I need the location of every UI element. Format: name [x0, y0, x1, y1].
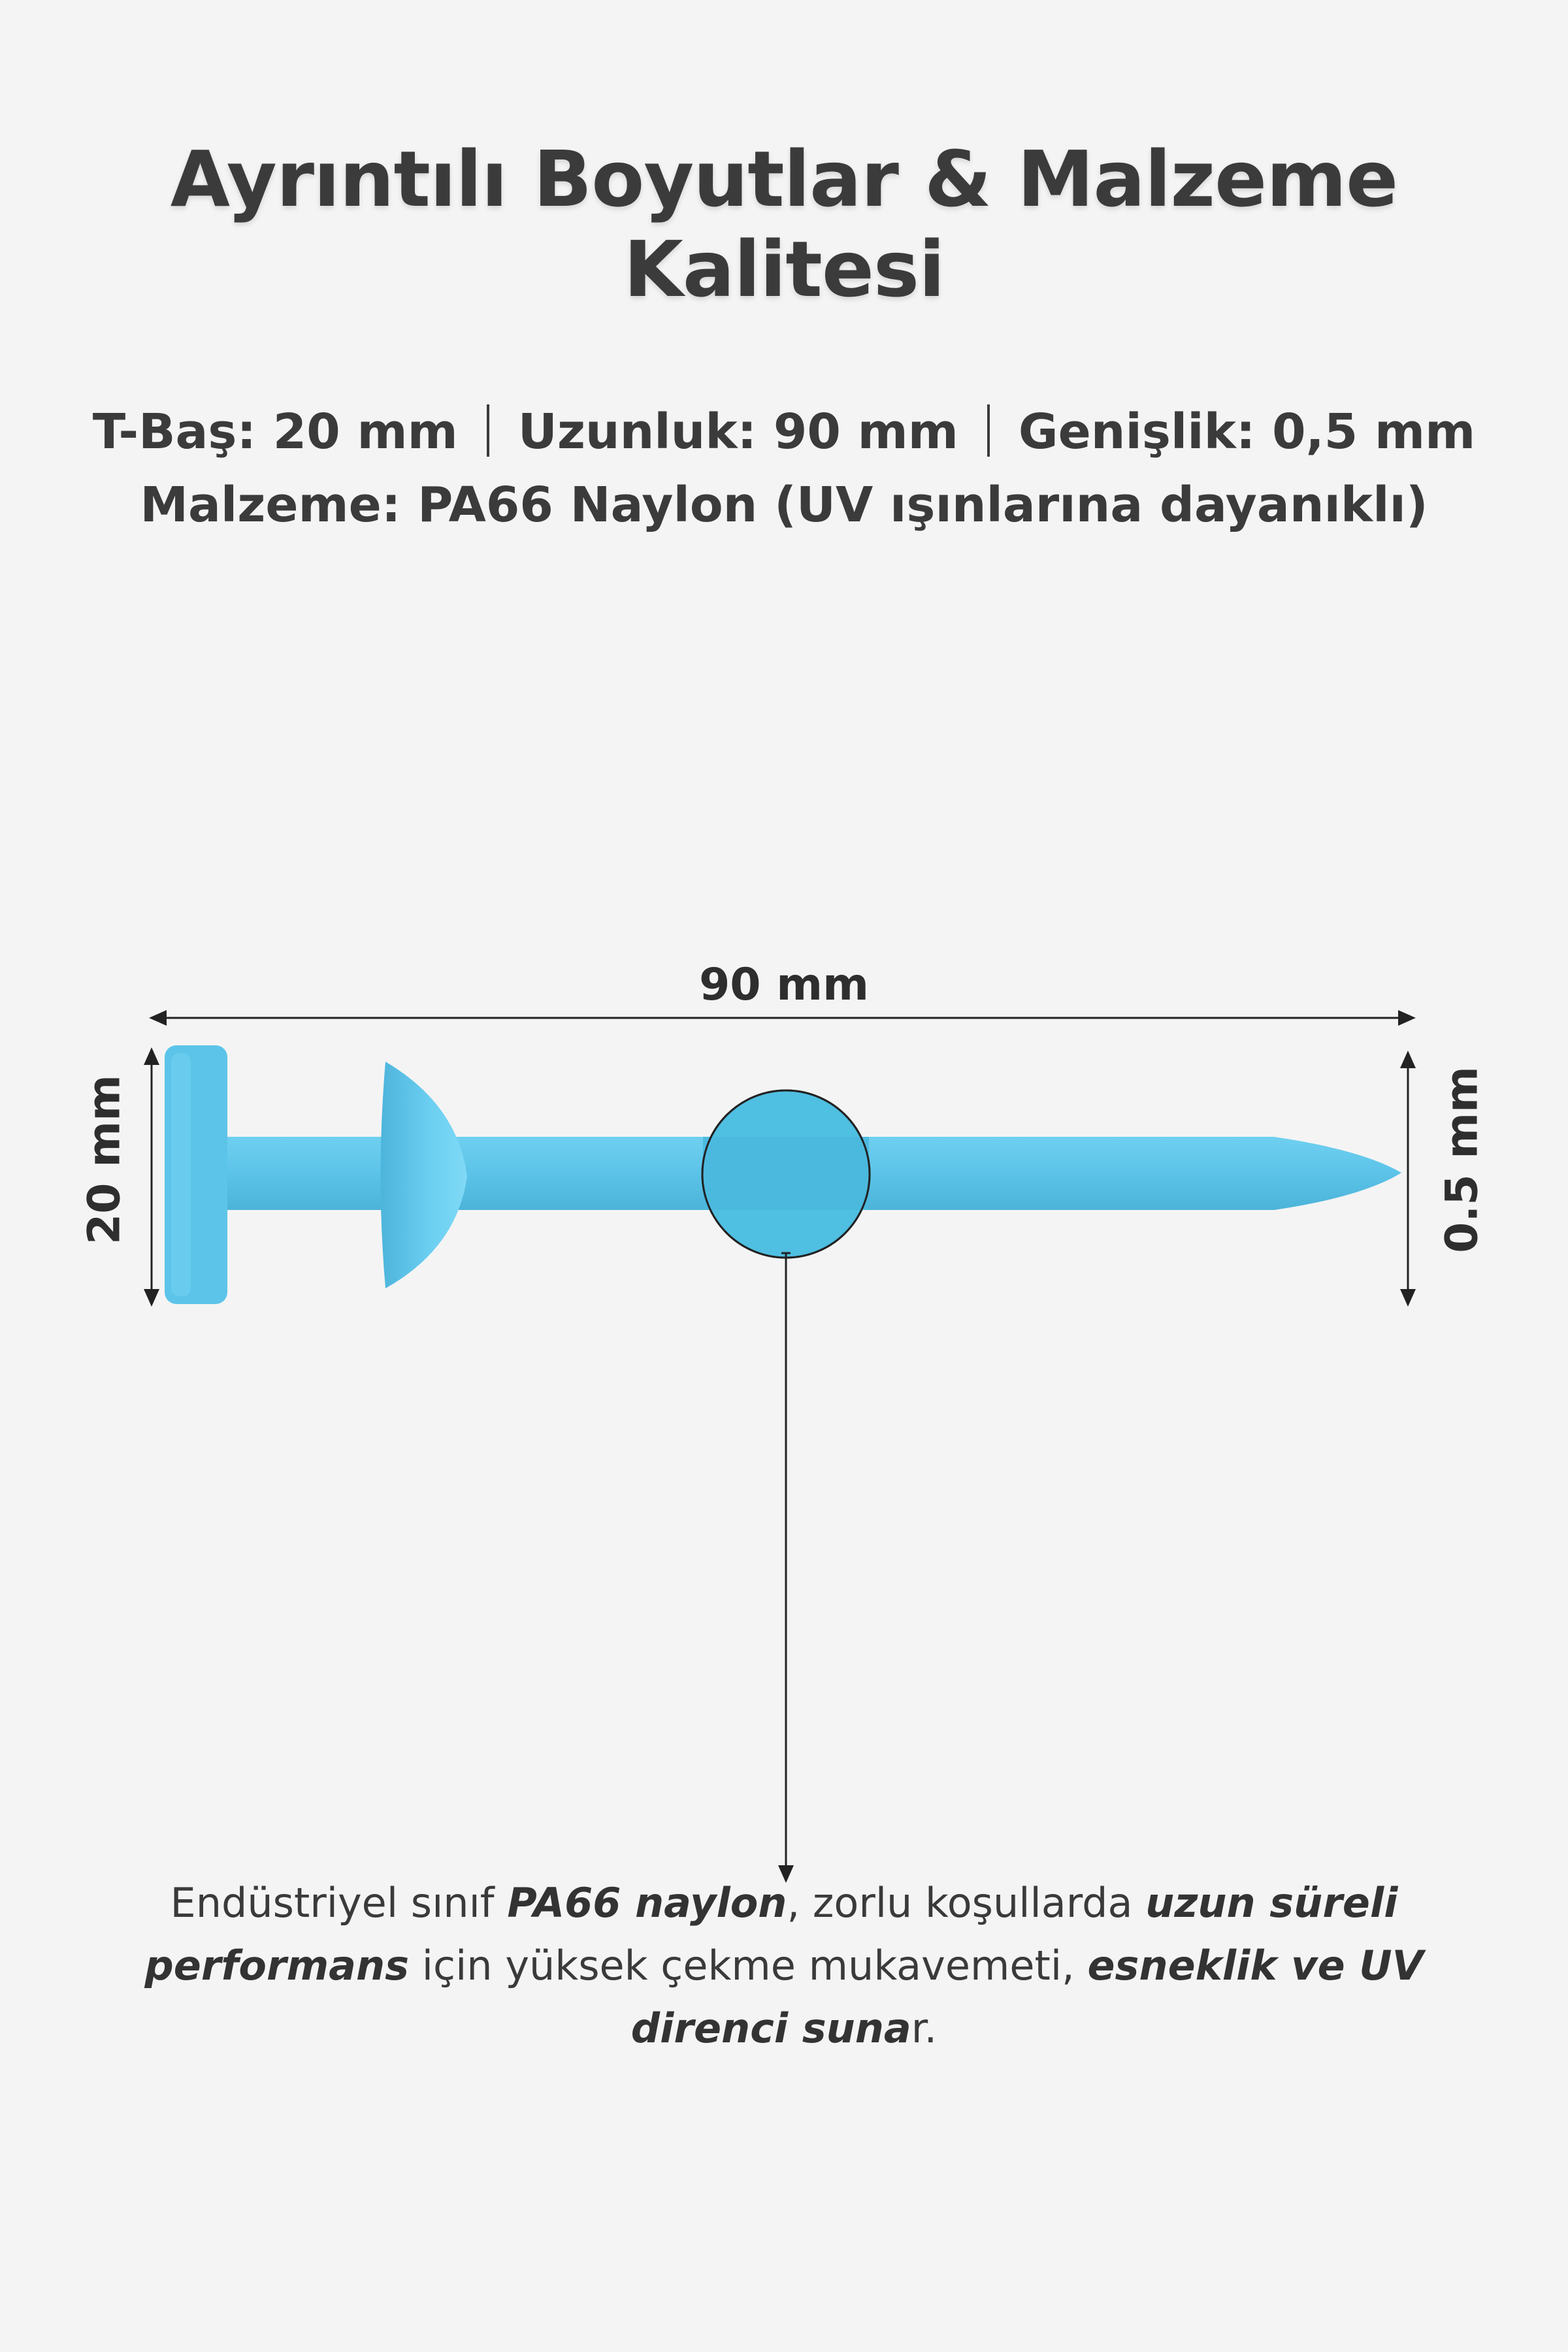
separator — [486, 404, 489, 457]
head-label: 20 mm — [78, 1074, 131, 1245]
spec-line-dimensions: T-Baş: 20 mm Uzunluk: 90 mm Genişlik: 0,5 … — [0, 395, 1568, 468]
length-label: 90 mm — [698, 959, 869, 1011]
desc-text-2: , zorlu koşullarda — [787, 1879, 1146, 1927]
desc-bold-2: uzun süreli performans — [144, 1879, 1398, 1989]
desc-bold-1: PA66 naylon — [507, 1879, 787, 1927]
spec-line-material: Malzeme: PA66 Naylon (UV ışınlarına daya… — [0, 468, 1568, 542]
desc-bold-3: esneklik ve UV direnci suna — [630, 1942, 1424, 2052]
separator — [987, 404, 990, 457]
width-label: 0.5 mm — [1436, 1066, 1488, 1253]
pin-illustration — [165, 1045, 1401, 1304]
material-description: Endüstriyel sınıf PA66 naylon, zorlu koş… — [144, 1872, 1424, 2060]
spec-tbas: T-Baş: 20 mm — [92, 404, 458, 460]
spec-genislik: Genişlik: 0,5 mm — [1018, 404, 1476, 460]
spec-uzunluk: Uzunluk: 90 mm — [517, 404, 958, 460]
desc-text-1: Endüstriyel sınıf — [170, 1879, 508, 1927]
desc-text-4: r. — [911, 2004, 938, 2052]
page-title: Ayrıntılı Boyutlar & Malzeme Kalitesi — [170, 134, 1398, 314]
desc-text-3: için yüksek çekme mukavemeti, — [409, 1942, 1088, 1989]
pin-dome — [380, 1062, 467, 1288]
spec-malzeme: Malzeme: PA66 Naylon (UV ışınlarına daya… — [140, 477, 1428, 533]
spec-block: T-Baş: 20 mm Uzunluk: 90 mm Genişlik: 0,5 … — [0, 395, 1568, 542]
